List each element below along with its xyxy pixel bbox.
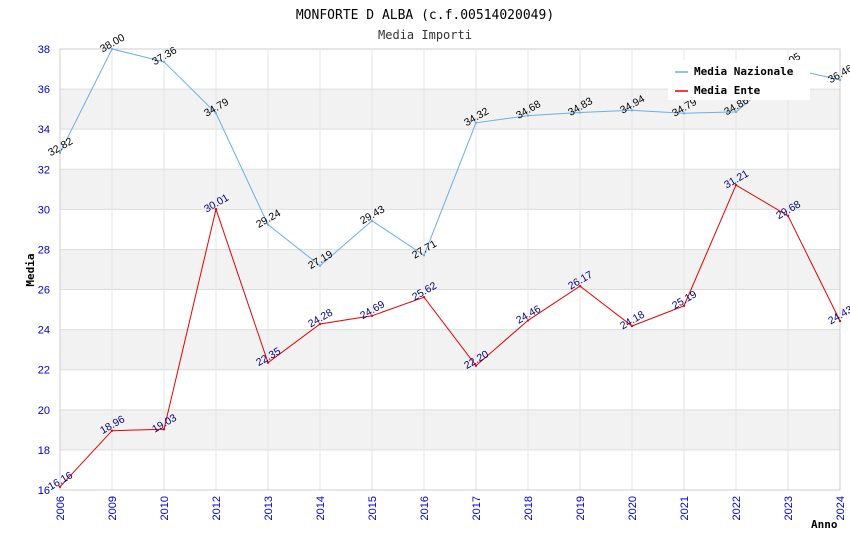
data-point-media-ente [838,319,842,323]
y-tick-label: 20 [38,405,50,417]
x-axis-ticks: 2006 2009 2010 2012 2013 2014 2015 2016 2017 2018… [55,496,847,520]
y-tick-label: 30 [38,204,50,216]
data-label-media-nazionale: 32.82 [46,135,75,159]
data-label-media-nazionale: 29.24 [254,207,283,231]
y-tick-label: 26 [38,285,50,297]
x-tick-label: 2024 [835,496,847,520]
y-tick-label: 32 [38,164,50,176]
x-tick-label: 2020 [627,496,639,520]
data-point-media-ente [578,284,582,288]
data-point-media-nazionale [682,112,686,115]
data-point-media-nazionale [214,112,218,115]
x-tick-label: 2021 [679,496,691,520]
legend-label-media-nazionale: Media Nazionale [694,65,794,78]
grid-bands [60,89,840,450]
data-point-media-nazionale [162,60,166,64]
x-tick-label: 2012 [211,496,223,520]
data-point-media-nazionale [370,219,374,222]
data-label-media-ente: 25.19 [670,288,699,312]
data-point-media-nazionale [526,114,530,117]
data-point-media-ente [110,429,114,432]
data-point-media-ente [214,207,218,211]
plot-border [59,48,841,491]
data-point-media-nazionale [474,121,478,124]
data-label-media-ente: 24.69 [358,298,387,322]
data-label-media-ente: 24.28 [306,307,335,331]
data-point-media-nazionale [838,78,842,82]
x-tick-label: 2022 [731,496,743,520]
data-point-media-nazionale [630,109,634,112]
series-line-media-ente [59,184,841,488]
y-axis-label: Media [24,253,37,286]
data-label-media-nazionale: 36.46 [826,62,850,86]
data-point-media-ente [474,364,478,367]
data-point-media-ente [162,428,166,431]
data-label-media-nazionale: 37.36 [150,44,179,68]
legend: Media Nazionale Media Ente [668,60,810,100]
data-point-media-nazionale [266,223,270,226]
x-tick-label: 2010 [159,496,171,520]
data-point-media-nazionale [110,47,114,51]
data-point-media-ente [422,295,426,299]
legend-box [668,60,810,100]
legend-label-media-ente: Media Ente [694,84,761,97]
data-point-media-nazionale [422,254,426,257]
grid-band [60,329,840,370]
x-tick-label: 2023 [783,496,795,520]
y-tick-label: 34 [38,124,50,136]
data-point-media-ente [734,183,738,187]
x-tick-label: 2018 [523,496,535,520]
data-point-media-nazionale [58,151,62,155]
x-tick-label: 2009 [107,496,119,520]
data-point-media-ente [370,314,374,318]
grid-band [60,249,840,290]
data-label-media-ente: 16.16 [46,469,75,493]
data-label-media-ente: 24.46 [514,303,543,327]
x-axis-label: Anno [811,518,838,531]
y-tick-label: 18 [38,445,50,457]
data-point-media-ente [318,322,322,326]
x-tick-label: 2013 [263,496,275,520]
data-point-media-nazionale [578,111,582,114]
data-point-media-ente [526,319,530,322]
data-point-media-nazionale [734,110,738,114]
series-lines [58,47,842,488]
x-tick-label: 2014 [315,496,327,520]
grid-band [60,409,840,450]
chart-title: MONFORTE D ALBA (c.f.00514020049) [296,8,554,23]
y-tick-label: 22 [38,365,50,377]
x-tick-label: 2019 [575,496,587,520]
data-label-media-ente: 24.43 [826,304,850,328]
x-tick-label: 2017 [471,496,483,520]
grid-lines [59,48,841,491]
data-point-media-ente [786,214,790,217]
x-tick-label: 2006 [55,496,67,520]
y-tick-label: 24 [38,325,50,337]
data-label-media-ente: 24.18 [618,309,647,333]
data-point-media-ente [682,304,686,307]
y-tick-label: 16 [38,485,50,497]
chart-subtitle: Media Importi [378,28,472,42]
x-tick-label: 2015 [367,496,379,520]
y-tick-label: 28 [38,244,50,256]
y-tick-label: 36 [38,84,50,96]
y-axis-ticks: 16 18 20 22 24 26 28 30 32 34 36 38 [38,44,50,497]
y-tick-label: 38 [38,44,50,56]
data-point-media-nazionale [318,264,322,267]
data-point-media-ente [630,324,634,328]
data-point-media-ente [58,485,62,488]
series-line-media-nazionale [59,48,841,267]
x-tick-label: 2016 [419,496,431,520]
data-point-media-ente [266,361,270,364]
